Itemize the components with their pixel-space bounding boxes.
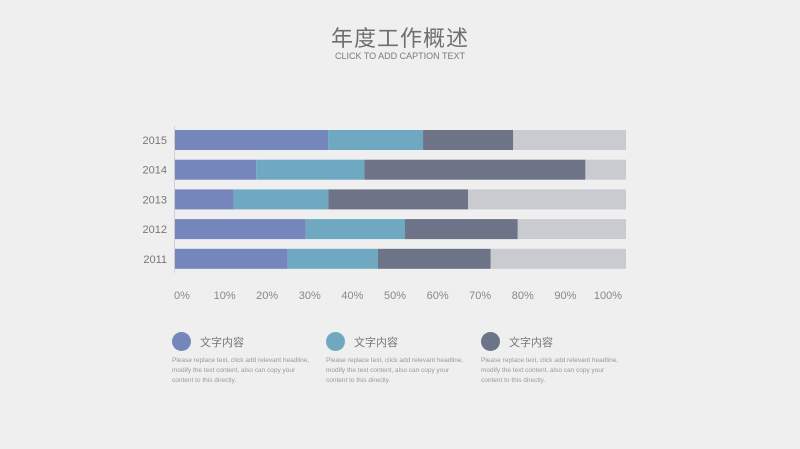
bar-2015-series-2 [328,130,424,150]
bar-2014-series-2 [256,159,365,180]
bar-2015-series-3 [423,130,514,150]
category-label-2013: 2013 [143,194,167,206]
page-subtitle: CLICK TO ADD CAPTION TEXT [334,51,466,61]
legend-description: Please replace text, click add relevant … [172,357,310,384]
bar-2015-series-4 [513,130,626,150]
legend-description: Please replace text, click add relevant … [326,357,464,384]
x-tick-label: 70% [469,290,491,302]
x-tick-label: 10% [214,290,236,302]
bar-2012-series-1 [175,219,306,240]
bar-2011-series-1 [175,248,288,269]
bar-2015-series-1 [175,130,329,150]
bar-2014-series-1 [175,159,257,180]
legend-description: Please replace text, click add relevant … [481,357,619,384]
bar-2013-series-1 [175,189,234,210]
x-tick-label: 20% [256,290,278,302]
x-tick-label: 90% [554,290,576,302]
bar-2013-series-2 [233,189,329,210]
category-label-2015: 2015 [143,135,167,147]
x-tick-label: 50% [384,290,406,302]
category-label-2011: 2011 [143,254,167,266]
legend-label: 文字内容 [354,336,398,349]
bar-2013-series-4 [468,189,626,210]
category-label-2014: 2014 [143,165,167,177]
legend-dot-icon [172,332,191,351]
bar-2012-series-3 [405,219,518,240]
x-tick-label: 80% [512,290,534,302]
bar-2011-series-2 [287,248,378,269]
legend-dot-icon [326,332,345,351]
legend-dot-icon [481,332,500,351]
bar-2011-series-4 [490,248,626,269]
x-tick-label: 100% [594,290,622,302]
bar-2012-series-4 [517,219,626,240]
legend-label: 文字内容 [200,336,244,349]
bar-2014-series-4 [585,159,626,180]
bar-2014-series-3 [364,159,586,180]
x-tick-label: 30% [299,290,321,302]
x-tick-label: 0% [174,290,190,302]
category-label-2012: 2012 [143,224,167,236]
x-tick-label: 40% [341,290,363,302]
bar-2011-series-3 [377,248,491,269]
bar-2013-series-3 [328,189,469,210]
bar-2012-series-2 [305,219,406,240]
page-title: 年度工作概述 [330,27,469,52]
legend-label: 文字内容 [509,336,553,349]
x-tick-label: 60% [427,290,449,302]
